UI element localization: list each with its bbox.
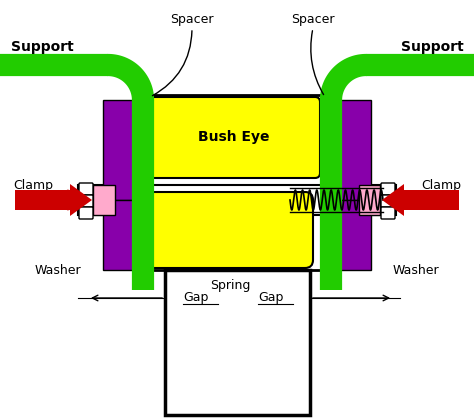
FancyBboxPatch shape — [148, 97, 320, 178]
Text: Washer: Washer — [35, 263, 82, 276]
Text: Bush Eye: Bush Eye — [198, 131, 270, 144]
Bar — [135, 95, 335, 270]
Text: Gap: Gap — [183, 291, 209, 304]
Polygon shape — [103, 100, 140, 200]
Polygon shape — [103, 200, 140, 270]
Text: Spring: Spring — [210, 278, 250, 291]
FancyArrow shape — [15, 184, 92, 216]
Polygon shape — [93, 185, 115, 215]
Text: Clamp: Clamp — [421, 178, 461, 192]
Text: Force: Force — [16, 192, 50, 205]
Polygon shape — [334, 200, 371, 270]
FancyBboxPatch shape — [79, 207, 93, 219]
FancyBboxPatch shape — [381, 183, 395, 195]
Text: Support: Support — [10, 40, 73, 54]
Text: Gap: Gap — [258, 291, 283, 304]
Text: Support: Support — [401, 40, 464, 54]
FancyBboxPatch shape — [145, 192, 313, 268]
FancyBboxPatch shape — [79, 183, 93, 195]
Text: Spacer: Spacer — [170, 13, 214, 26]
Bar — [78, 185, 396, 215]
FancyBboxPatch shape — [381, 207, 395, 219]
FancyBboxPatch shape — [79, 195, 93, 207]
Text: Spacer: Spacer — [291, 13, 335, 26]
FancyArrow shape — [382, 184, 459, 216]
Text: Force: Force — [424, 192, 458, 205]
FancyBboxPatch shape — [381, 195, 395, 207]
Text: Clamp: Clamp — [13, 178, 53, 192]
Bar — [165, 270, 310, 415]
Text: Washer: Washer — [392, 263, 439, 276]
Polygon shape — [334, 100, 371, 200]
Polygon shape — [359, 185, 380, 215]
